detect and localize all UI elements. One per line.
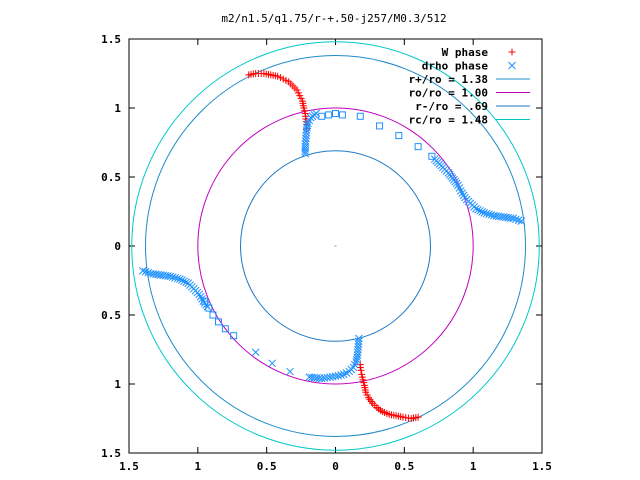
data-point xyxy=(196,292,205,301)
data-point xyxy=(492,212,501,220)
y-tick-label: 0.5 xyxy=(101,171,121,184)
data-point xyxy=(164,272,172,280)
legend-label: drho phase xyxy=(422,60,489,73)
data-point xyxy=(180,277,188,286)
data-point xyxy=(303,121,312,130)
data-point xyxy=(337,371,345,379)
reference-circles xyxy=(131,41,540,451)
data-point xyxy=(358,370,366,378)
data-point xyxy=(268,359,277,368)
data-point xyxy=(176,275,184,283)
data-point xyxy=(376,122,384,130)
data-point xyxy=(286,367,294,376)
data-point xyxy=(201,297,209,305)
legend-label: W phase xyxy=(442,46,489,59)
data-point xyxy=(356,361,364,369)
data-point xyxy=(414,143,422,151)
data-point xyxy=(342,369,351,377)
x-tick-label: 1 xyxy=(195,460,202,473)
data-point xyxy=(251,348,260,357)
data-point xyxy=(304,119,312,128)
y-tick-label: 1 xyxy=(114,378,121,391)
y-tick-label: 1.5 xyxy=(101,447,121,460)
y-tick-label: 0 xyxy=(114,240,121,253)
data-point xyxy=(166,272,175,281)
data-point xyxy=(354,337,363,346)
data-point xyxy=(144,268,153,277)
y-tick-label: 1.5 xyxy=(101,33,121,46)
data-point xyxy=(171,273,179,282)
legend-label: ro/ro = 1.00 xyxy=(409,87,488,100)
circle-r--ro xyxy=(240,150,431,342)
data-point xyxy=(195,290,204,299)
data-point xyxy=(489,211,498,220)
circle-ro-ro xyxy=(197,107,474,385)
legend-label: r+/ro = 1.38 xyxy=(409,73,488,86)
x-tick-label: 1.5 xyxy=(532,460,552,473)
data-point xyxy=(459,191,468,200)
data-point xyxy=(178,276,186,285)
data-point xyxy=(209,311,217,319)
data-point xyxy=(487,211,496,219)
data-point xyxy=(301,147,310,156)
data-point xyxy=(461,193,469,202)
data-point xyxy=(482,209,491,218)
data-point xyxy=(485,210,493,219)
data-point xyxy=(318,112,326,120)
y-tick-label: 1 xyxy=(114,102,121,115)
data-point xyxy=(480,209,489,217)
data-point xyxy=(168,273,177,281)
data-point xyxy=(141,267,150,276)
data-point xyxy=(356,112,364,120)
x-tick-label: 0 xyxy=(332,460,339,473)
legend-marker xyxy=(508,48,516,56)
data-point xyxy=(474,205,482,214)
data-point xyxy=(478,207,486,216)
x-tick-label: 0.5 xyxy=(394,460,414,473)
data-point xyxy=(214,318,222,326)
data-point xyxy=(428,152,436,160)
data-point xyxy=(352,358,361,366)
data-point xyxy=(182,278,190,287)
x-tick-label: 0.5 xyxy=(257,460,277,473)
circle-rc-ro xyxy=(131,41,540,451)
data-point xyxy=(476,206,484,215)
data-point xyxy=(355,334,363,343)
legend-label: rc/ro = 1.48 xyxy=(409,114,488,127)
data-point xyxy=(514,216,523,225)
data-point xyxy=(352,355,361,364)
legend-label: r-/ro = .69 xyxy=(415,100,488,113)
data-point xyxy=(230,332,238,340)
x-tick-label: 1.5 xyxy=(119,460,139,473)
data-point xyxy=(305,116,314,125)
x-tick-label: 1 xyxy=(470,460,477,473)
data-point xyxy=(395,132,403,140)
data-point xyxy=(221,325,229,333)
data-point xyxy=(511,215,520,224)
data-point xyxy=(517,217,526,226)
chart-title: m2/n1.5/q1.75/r-+.50-j257/M0.3/512 xyxy=(221,12,446,25)
data-point xyxy=(138,266,147,275)
data-points xyxy=(138,70,526,422)
data-point xyxy=(173,274,182,283)
series-0 xyxy=(245,70,422,422)
data-point xyxy=(205,304,213,312)
legend-marker xyxy=(508,61,516,70)
circle-r--ro xyxy=(145,55,526,437)
data-point xyxy=(458,189,467,197)
data-point xyxy=(301,149,310,158)
y-tick-label: 0.5 xyxy=(101,309,121,322)
data-point xyxy=(338,111,346,119)
data-point xyxy=(332,110,339,118)
series-2 xyxy=(201,110,436,340)
data-point xyxy=(325,111,333,119)
